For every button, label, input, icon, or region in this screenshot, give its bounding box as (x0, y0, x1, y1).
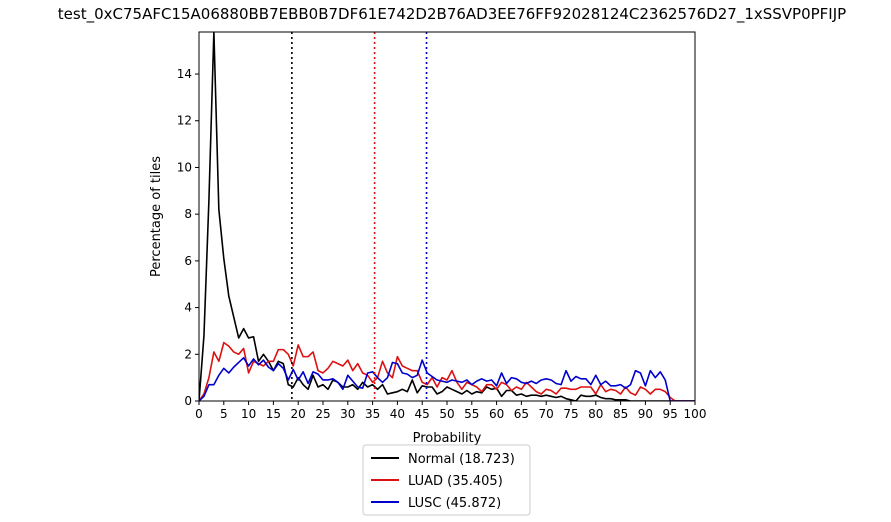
series-line-2 (199, 356, 695, 401)
x-tick-label: 20 (291, 407, 306, 421)
legend-box (362, 444, 531, 516)
axes-frame (198, 31, 696, 402)
x-tick-label: 45 (415, 407, 430, 421)
legend-label-2: LUSC (45.872) (408, 496, 501, 511)
y-tick-label: 14 (177, 67, 192, 81)
y-tick-label: 2 (184, 347, 192, 361)
x-tick-label: 35 (365, 407, 380, 421)
y-tick-label: 10 (177, 160, 192, 174)
series-line-1 (199, 341, 695, 401)
x-tick-label: 30 (340, 407, 355, 421)
x-tick-label: 90 (638, 407, 653, 421)
x-tick-label: 100 (684, 407, 707, 421)
x-tick-label: 15 (266, 407, 281, 421)
y-tick-label: 12 (177, 114, 192, 128)
x-tick-label: 85 (613, 407, 628, 421)
x-tick-label: 0 (195, 407, 203, 421)
y-tick-label: 4 (184, 301, 192, 315)
x-tick-label: 80 (588, 407, 603, 421)
x-tick-label: 75 (563, 407, 578, 421)
legend: Normal (18.723) LUAD (35.405) LUSC (45.872… (362, 444, 531, 516)
y-tick-label: 6 (184, 254, 192, 268)
legend-label-0: Normal (18.723) (408, 452, 515, 467)
x-tick-label: 5 (220, 407, 228, 421)
x-tick-label: 95 (663, 407, 678, 421)
chart-title: test_0xC75AFC15A06880BB7EBB0B7DF61E742D2… (58, 5, 846, 24)
x-tick-label: 25 (315, 407, 330, 421)
x-tick-label: 65 (514, 407, 529, 421)
x-tick-label: 70 (539, 407, 554, 421)
legend-label-1: LUAD (35.405) (408, 474, 503, 489)
x-tick-label: 50 (439, 407, 454, 421)
x-tick-label: 55 (464, 407, 479, 421)
x-tick-label: 60 (489, 407, 504, 421)
plot-area (199, 32, 695, 401)
y-tick-label: 8 (184, 207, 192, 221)
axis-ticks: 0 5 10 15 20 25 30 35 40 45 50 55 60 65 70 75 80 85 90 95 10… (177, 67, 707, 421)
x-tick-label: 10 (241, 407, 256, 421)
x-axis-label: Probability (413, 431, 482, 446)
x-tick-label: 40 (390, 407, 405, 421)
series-line-0 (199, 32, 695, 401)
y-tick-label: 0 (184, 394, 192, 408)
y-axis-label: Percentage of tiles (149, 156, 164, 277)
